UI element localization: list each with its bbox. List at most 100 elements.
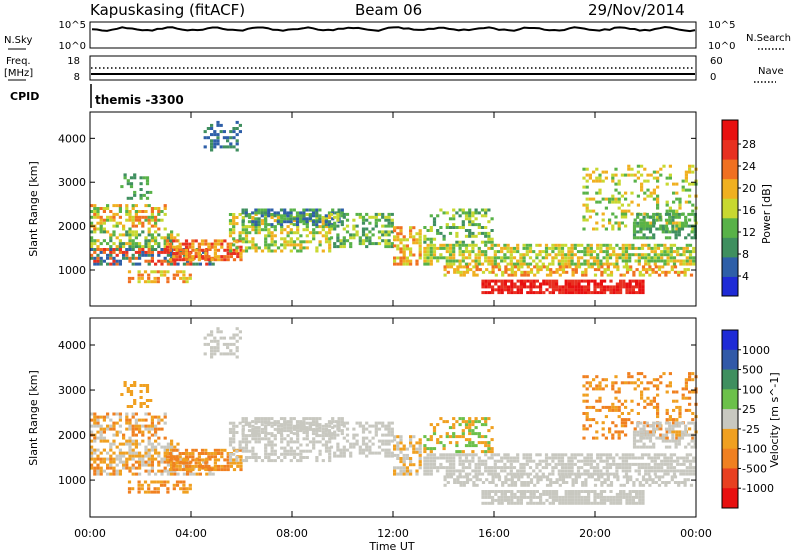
velocity-cell [582,393,586,397]
power-cell [548,285,552,289]
power-cell [429,240,433,244]
power-cell [625,265,630,269]
power-cell [605,256,609,260]
power-cell [204,239,208,243]
velocity-cell [671,433,675,437]
power-cell [672,200,676,204]
velocity-cell [484,490,488,493]
power-cell [523,270,527,274]
velocity-cell [241,432,245,436]
velocity-cell [471,469,475,473]
power-cell [520,265,524,269]
velocity-cell [133,399,137,402]
velocity-cell [606,498,610,502]
power-cell [665,176,669,180]
power-cell [166,236,170,240]
velocity-cell [93,436,97,440]
velocity-cell [106,472,110,476]
power-cell [125,230,129,234]
velocity-cell [93,472,97,476]
velocity-cell [223,464,227,468]
power-cell [590,291,594,295]
velocity-cell [564,498,568,502]
velocity-cell [585,412,589,415]
power-cell [487,291,491,295]
power-cell [429,256,433,260]
velocity-cell [115,472,119,476]
power-cell [668,236,672,240]
power-cell [138,215,142,219]
velocity-cell [118,460,122,464]
power-cell [461,243,465,247]
power-cell [244,211,248,215]
velocity-cell [321,443,325,447]
velocity-cell [175,483,180,487]
power-cell [512,262,517,266]
velocity-cell [289,449,293,453]
velocity-cell [614,424,618,428]
power-cell [493,243,497,247]
velocity-cell [368,448,372,452]
velocity-cell [296,452,300,456]
power-cell [232,219,236,223]
velocity-cell [677,439,681,443]
power-cell [471,214,475,218]
velocity-cell [399,457,403,460]
velocity-cell [365,421,369,425]
power-cell [691,203,695,207]
velocity-cell [560,472,565,476]
power-cell [680,221,685,225]
velocity-cell [203,342,207,346]
power-cell [652,188,656,192]
velocity-cell [168,458,173,462]
power-cell [296,249,300,253]
power-cell [241,223,245,227]
velocity-cell [500,492,504,496]
velocity-cell [251,420,255,424]
velocity-cell [642,445,646,449]
velocity-cell [624,405,628,409]
velocity-cell [570,459,574,463]
power-cell [615,243,619,247]
power-cell [587,291,591,295]
velocity-cell [452,435,456,439]
power-cell [675,197,679,201]
velocity-cell [188,483,192,487]
power-cell [503,285,507,289]
power-cell [659,218,663,222]
velocity-cell [133,384,137,387]
power-cell [402,247,406,251]
velocity-cell [125,427,129,431]
velocity-cell [423,469,427,473]
power-cell [172,273,176,277]
power-cell [674,233,678,237]
power-cell [655,227,659,231]
power-cell [538,253,542,257]
velocity-cell [128,469,132,473]
velocity-cell [555,490,559,493]
velocity-cell [263,417,268,421]
velocity-cell [342,436,346,440]
velocity-cell [131,442,135,446]
freq-label-2: [MHz] [4,68,33,79]
velocity-cell [455,435,459,439]
velocity-cell [681,396,685,400]
power-cell [568,265,572,269]
velocity-cell [522,469,526,473]
velocity-cell [474,417,478,421]
power-cell [648,224,653,228]
velocity-cell [139,390,143,393]
power-cell [267,223,271,227]
velocity-cell [555,478,559,482]
velocity-cell [191,458,195,462]
velocity-cell [564,453,568,457]
velocity-cell [232,431,236,434]
velocity-cell [638,501,642,505]
power-cell [516,291,520,295]
power-cell [244,249,249,253]
power-cell [571,282,575,286]
power-cell [118,215,122,219]
power-cell [283,240,287,244]
velocity-cell [647,456,651,460]
velocity-cell [646,396,650,400]
